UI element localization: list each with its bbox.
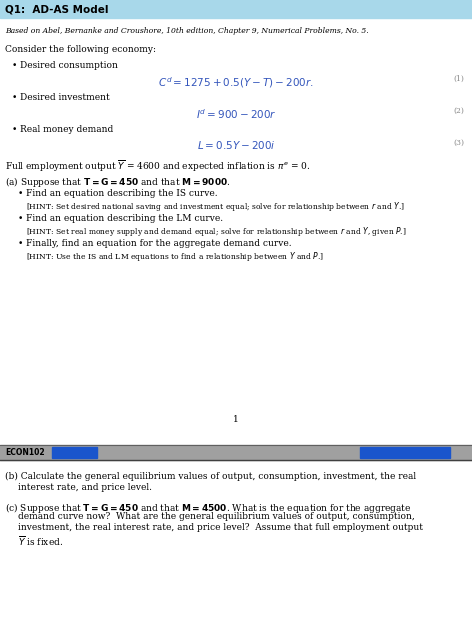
Text: Desired consumption: Desired consumption: [20, 61, 118, 70]
Text: Consider the following economy:: Consider the following economy:: [5, 45, 156, 54]
Text: (3): (3): [453, 139, 464, 147]
Text: (2): (2): [453, 107, 464, 115]
Text: •: •: [12, 125, 17, 134]
Text: [HINT: Set real money supply and demand equal; solve for relationship between $r: [HINT: Set real money supply and demand …: [26, 225, 407, 238]
Text: •: •: [18, 189, 24, 198]
Text: (1): (1): [453, 75, 464, 83]
Text: [HINT: Set desired national saving and investment equal; solve for relationship : [HINT: Set desired national saving and i…: [26, 200, 405, 213]
Text: Based on Abel, Bernanke and Croushore, 10th edition, Chapter 9, Numerical Proble: Based on Abel, Bernanke and Croushore, 1…: [5, 27, 369, 35]
Text: •: •: [12, 93, 17, 102]
Text: Find an equation describing the IS curve.: Find an equation describing the IS curve…: [26, 189, 218, 198]
Text: (a) Suppose that $\bf{T = G = 450}$ and that $\bf{M = 9000}$.: (a) Suppose that $\bf{T = G = 450}$ and …: [5, 175, 231, 189]
Text: Find an equation describing the LM curve.: Find an equation describing the LM curve…: [26, 214, 223, 223]
Text: Desired investment: Desired investment: [20, 93, 110, 102]
Text: 1: 1: [233, 415, 239, 424]
Text: •: •: [18, 214, 24, 223]
Text: $I^d  =  900 - 200r$: $I^d = 900 - 200r$: [196, 107, 276, 121]
Bar: [0, 0, 472, 18]
Text: •: •: [18, 239, 24, 248]
Text: (c) Suppose that $\bf{T = G = 450}$ and that $\bf{M = 4500}$. What is the equati: (c) Suppose that $\bf{T = G = 450}$ and …: [5, 501, 412, 515]
Text: demand curve now?  What are the general equilibrium values of output, consumptio: demand curve now? What are the general e…: [18, 512, 415, 521]
Text: Full employment output $\overline{Y}$ = 4600 and expected inflation is $\pi^e$ =: Full employment output $\overline{Y}$ = …: [5, 159, 310, 174]
Text: interest rate, and price level.: interest rate, and price level.: [18, 483, 152, 492]
Bar: [52, 447, 97, 458]
Text: $L  =  0.5Y - 200i$: $L = 0.5Y - 200i$: [197, 139, 275, 151]
Text: investment, the real interest rate, and price level?  Assume that full employmen: investment, the real interest rate, and …: [18, 523, 423, 532]
Text: $\overline{Y}$ is fixed.: $\overline{Y}$ is fixed.: [18, 534, 63, 548]
Bar: [360, 447, 450, 458]
Text: •: •: [12, 61, 17, 70]
Text: (b) Calculate the general equilibrium values of output, consumption, investment,: (b) Calculate the general equilibrium va…: [5, 472, 416, 481]
Text: [HINT: Use the IS and LM equations to find a relationship between $Y$ and $P$.]: [HINT: Use the IS and LM equations to fi…: [26, 250, 324, 263]
Text: ECON102: ECON102: [5, 448, 45, 457]
Bar: [0, 445, 472, 460]
Text: $C^d  =  1275 + 0.5(Y - T) - 200r.$: $C^d = 1275 + 0.5(Y - T) - 200r.$: [158, 75, 314, 90]
Text: Finally, find an equation for the aggregate demand curve.: Finally, find an equation for the aggreg…: [26, 239, 292, 248]
Text: Q1:  AD-AS Model: Q1: AD-AS Model: [5, 4, 109, 14]
Text: Real money demand: Real money demand: [20, 125, 113, 134]
Bar: [0, 462, 472, 640]
